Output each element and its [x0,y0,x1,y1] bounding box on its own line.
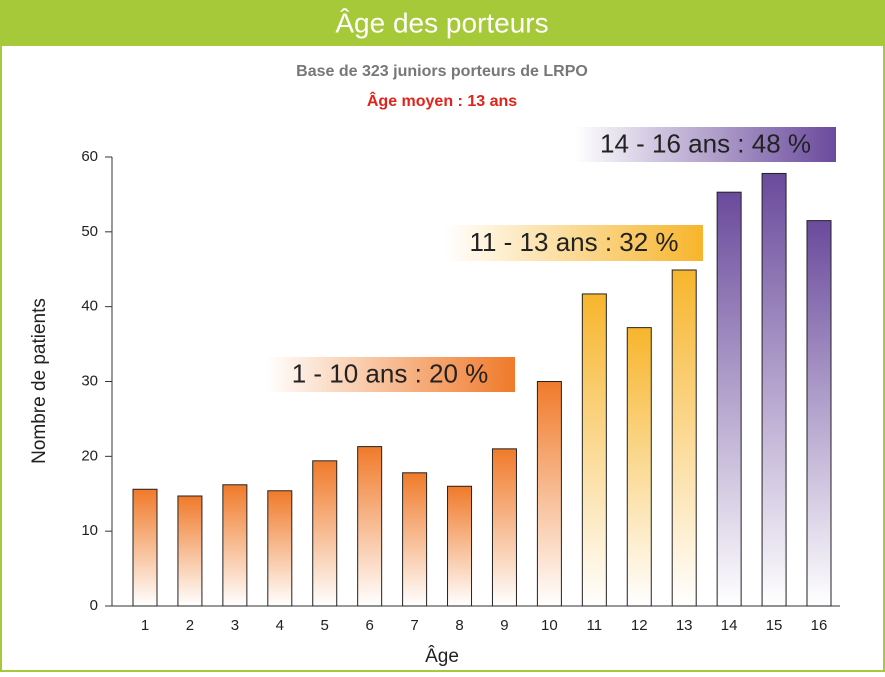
annotation-box [575,127,836,162]
x-tick-label: 3 [231,617,239,634]
bar [581,293,607,607]
bar [626,327,652,607]
x-tick-label: 5 [321,617,329,634]
x-tick-label: 14 [721,617,738,634]
bar [716,191,742,607]
x-tick-label: 9 [500,617,508,634]
y-tick-label: 10 [81,522,98,539]
x-tick-label: 15 [766,617,783,634]
bar [267,490,293,607]
x-tick-label: 12 [631,617,648,634]
bar [806,220,832,607]
annotation-text: 14 - 16 ans : 48 % [600,128,811,158]
x-axis-label: Âge [425,645,459,667]
x-tick-label: 13 [676,617,693,634]
x-tick-label: 2 [186,617,194,634]
annotation-text: 11 - 13 ans : 32 % [469,227,678,257]
y-tick-label: 50 [81,223,98,240]
y-tick-label: 60 [81,148,98,165]
bar [222,484,248,607]
subtitle: Base de 323 juniors porteurs de LRPO [296,63,588,80]
x-tick-label: 11 [587,617,603,634]
x-tick-label: 10 [541,617,558,634]
x-tick-label: 16 [811,617,828,634]
y-tick-label: 0 [90,597,98,614]
subtitle-mean: Âge moyen : 13 ans [367,91,517,110]
x-tick-label: 7 [410,617,418,634]
x-tick-label: 1 [141,617,149,634]
chart-title: Âge des porteurs [335,7,548,38]
annotation-box [265,357,515,392]
bar [536,381,562,607]
y-tick-label: 40 [81,298,98,315]
bar [761,172,787,607]
x-tick-label: 6 [365,617,373,634]
bar [177,495,203,607]
y-tick-label: 20 [81,447,98,464]
x-tick-label: 4 [276,617,284,634]
header-bar [0,0,885,46]
bar [491,448,517,607]
annotation-box [445,225,703,261]
y-tick-label: 30 [81,372,98,389]
bar [132,488,158,607]
annotation-text: 1 - 10 ans : 20 % [292,358,489,388]
x-tick-label: 8 [455,617,463,634]
y-axis-label: Nombre de patients [29,298,50,464]
bar [671,269,697,607]
bar [402,472,428,607]
bar [447,485,473,607]
bar [312,460,338,607]
bar [357,446,383,607]
